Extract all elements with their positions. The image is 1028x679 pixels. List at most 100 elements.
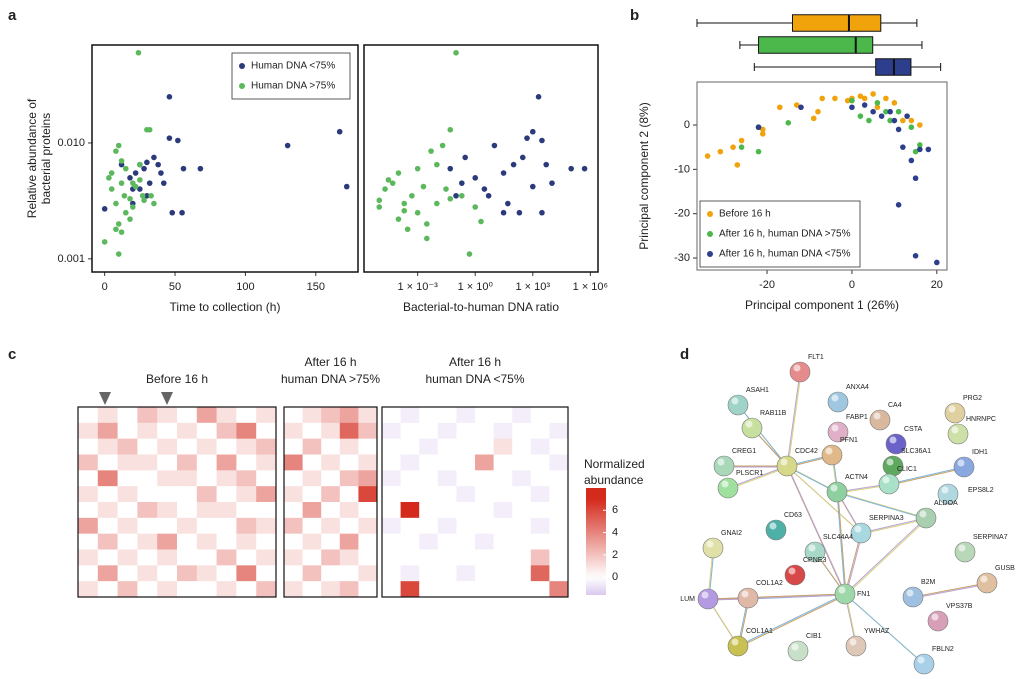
heatmap-cell: [302, 438, 322, 455]
point: [101, 239, 108, 245]
heatmap-cell: [236, 533, 257, 550]
point: [908, 124, 915, 131]
heatmap-cell: [302, 533, 322, 550]
heatmap-cell: [256, 517, 277, 534]
point: [130, 204, 136, 210]
network-edge: [787, 466, 863, 535]
heatmap-cell: [530, 486, 550, 503]
heatmap-cell: [493, 422, 513, 439]
heatmap-cell: [400, 517, 420, 534]
node-label: ASAH1: [746, 387, 769, 394]
heatmap-cell: [177, 486, 198, 503]
point: [385, 177, 392, 183]
heatmap-cell: [321, 565, 341, 582]
heatmap-cell: [382, 549, 401, 566]
heatmap-cell: [137, 486, 158, 503]
node-label: LUM: [680, 596, 695, 603]
heatmap-cell: [78, 565, 99, 582]
heatmap-cell: [256, 407, 277, 424]
heatmap-cell: [512, 502, 532, 519]
heatmap-cell: [512, 549, 532, 566]
heatmap-cell: [512, 533, 532, 550]
point: [122, 165, 129, 172]
node-highlight: [886, 458, 894, 466]
heatmap-cell: [284, 533, 303, 550]
heatmap-cell: [302, 470, 322, 487]
heatmap-cell: [78, 533, 99, 550]
point: [908, 117, 915, 124]
point: [144, 192, 150, 199]
heatmap-cell: [157, 533, 178, 550]
network-node: [717, 477, 739, 499]
heatmap-cell: [97, 407, 118, 424]
node-highlight: [731, 397, 739, 405]
point: [883, 108, 889, 115]
heatmap-cell: [302, 565, 322, 582]
heatmap-cell: [382, 407, 401, 424]
heatmap-cell: [302, 486, 322, 503]
heatmap-cell: [358, 422, 378, 439]
heatmap-cell: [549, 422, 569, 439]
point: [146, 126, 153, 133]
point: [113, 226, 119, 233]
heatmap-cell: [358, 565, 378, 582]
heatmap-cell: [256, 454, 277, 471]
heatmap-cell: [456, 533, 476, 550]
network-edge: [738, 405, 789, 468]
point: [883, 95, 889, 102]
heatmap-cell: [97, 454, 118, 471]
heatmap-cell: [339, 407, 359, 424]
heatmap-cell: [339, 422, 359, 439]
point: [166, 135, 173, 141]
node-highlight: [980, 575, 988, 583]
point: [891, 117, 898, 124]
point: [759, 126, 766, 133]
heatmap-cell: [256, 581, 277, 598]
point: [810, 115, 817, 122]
heatmap-cell: [456, 565, 476, 582]
heatmap-cell: [78, 549, 99, 566]
point: [447, 126, 454, 133]
heatmap-cell: [284, 422, 303, 439]
network-edge: [787, 372, 802, 468]
point: [925, 146, 932, 153]
plot-frame: [363, 44, 599, 273]
heatmap-cell: [339, 517, 359, 534]
heatmap-cell: [157, 565, 178, 582]
heatmap-cell: [512, 438, 532, 455]
point: [849, 104, 855, 111]
legend-swatch: [239, 63, 245, 69]
heatmap-cell: [284, 470, 303, 487]
node-highlight: [825, 447, 833, 455]
block-title: human DNA >75%: [281, 372, 380, 386]
point: [118, 229, 125, 235]
node-label: COL1A2: [756, 580, 783, 587]
point: [462, 154, 468, 161]
heatmap-cell: [236, 565, 257, 582]
heatmap-cell: [256, 486, 277, 503]
heatmap-cell: [117, 565, 138, 582]
node-highlight: [769, 522, 777, 530]
point: [459, 180, 465, 186]
point: [113, 200, 119, 207]
network-node: [927, 610, 949, 632]
heatmap-cell: [302, 407, 322, 424]
heatmap-cell: [512, 581, 532, 598]
heatmap-cell: [78, 438, 99, 455]
heatmap-cell: [493, 549, 513, 566]
heatmap-cell: [97, 438, 118, 455]
heatmap-cell: [419, 581, 439, 598]
heatmap-cell: [236, 438, 257, 455]
heatmap-cell: [437, 533, 457, 550]
point: [115, 251, 122, 257]
node-highlight: [917, 656, 925, 664]
heatmap-cell: [512, 517, 532, 534]
heatmap-cell: [419, 422, 439, 439]
panel-label: c: [8, 346, 16, 363]
network-edge: [845, 518, 928, 596]
node-label: SLC44A4: [823, 534, 853, 541]
heatmap-cell: [382, 533, 401, 550]
heatmap-cell: [78, 486, 99, 503]
heatmap-cell: [493, 438, 513, 455]
node-highlight: [941, 486, 949, 494]
